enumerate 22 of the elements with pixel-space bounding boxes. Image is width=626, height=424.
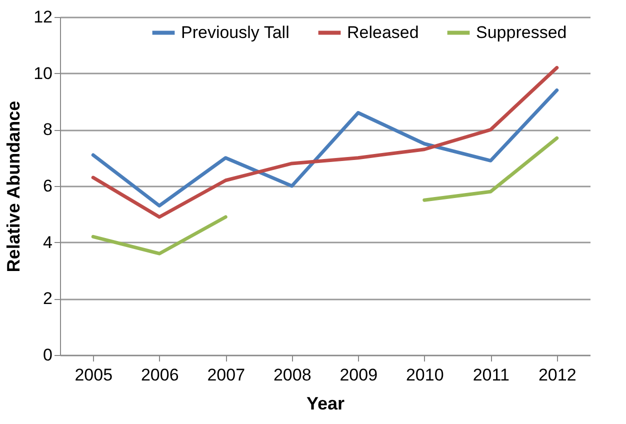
x-tick-label: 2005: [74, 366, 113, 384]
y-tick-label: 0: [43, 346, 52, 364]
y-tick-label: 12: [34, 8, 52, 26]
y-tick-label: 10: [34, 64, 52, 83]
y-axis-title: Relative Abundance: [4, 100, 24, 272]
legend-label: Previously Tall: [181, 22, 290, 42]
x-axis-title: Year: [306, 394, 345, 414]
legend-label: Suppressed: [476, 22, 567, 42]
y-tick-label: 6: [43, 176, 52, 196]
x-tick-label: 2010: [406, 366, 444, 384]
y-tick-label: 2: [43, 289, 52, 308]
x-tick-label: 2012: [538, 366, 576, 384]
legend-label: Released: [347, 22, 419, 42]
line-series: [91, 88, 559, 208]
y-tick-label: 8: [43, 120, 52, 140]
x-tick-label: 2008: [273, 366, 312, 384]
x-tick-label: 2006: [140, 366, 179, 384]
line-series: [91, 66, 559, 219]
x-tick-label: 2009: [340, 366, 378, 384]
y-tick-label: 4: [43, 232, 52, 252]
x-tick-label: 2011: [472, 366, 510, 384]
x-tick-label: 2007: [207, 366, 246, 384]
